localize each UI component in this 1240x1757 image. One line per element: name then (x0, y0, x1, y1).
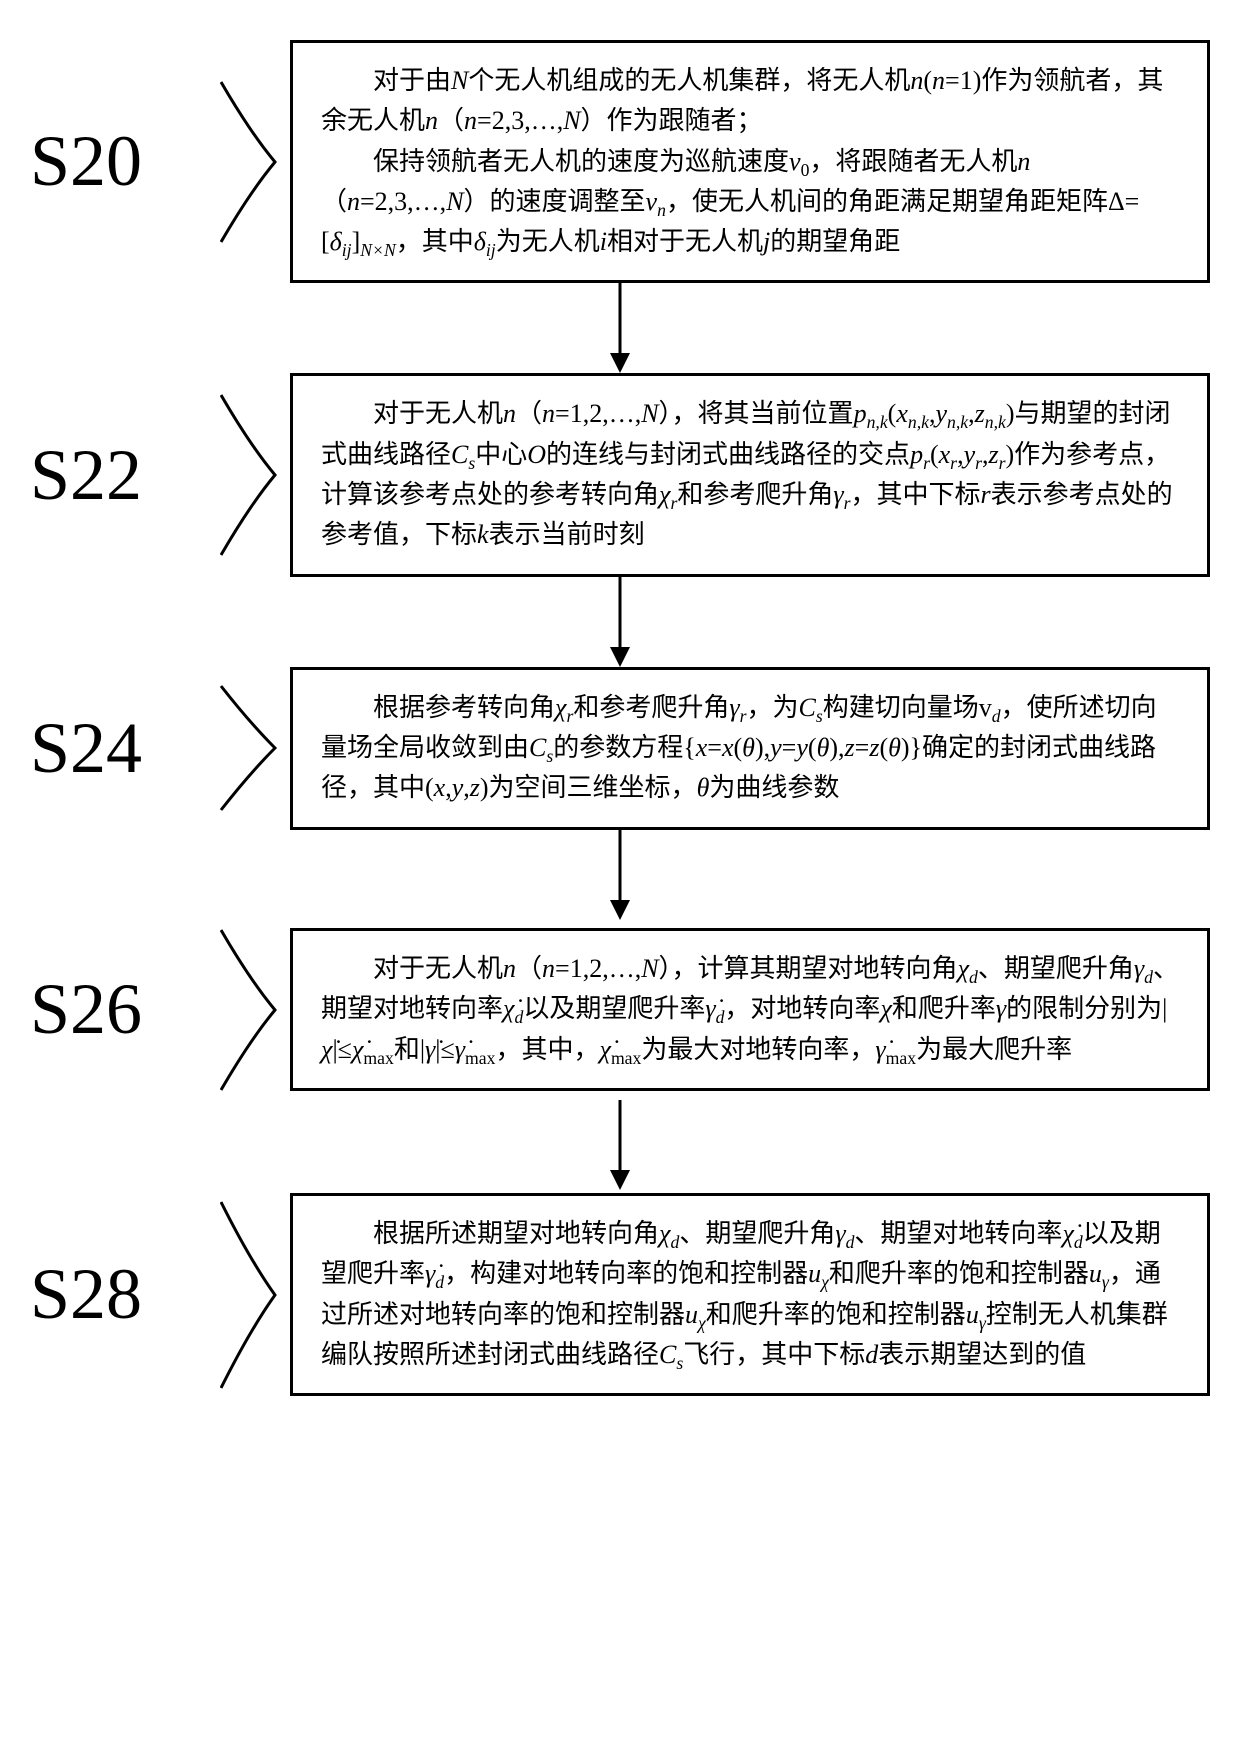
connector-curve (220, 1190, 280, 1400)
step-label: S28 (30, 1253, 210, 1336)
flow-diagram: S20 对于由N个无人机组成的无人机集群，将无人机n(n=1)作为领航者，其余无… (30, 40, 1210, 1400)
step-label: S20 (30, 120, 210, 203)
connector-curve (220, 920, 280, 1100)
connector-curve (220, 385, 280, 565)
step-row: S24 根据参考转向角χr和参考爬升角γr，为Cs构建切向量场vd，使所述切向量… (30, 667, 1210, 830)
arrow-down (30, 830, 1210, 920)
connector-curve (220, 678, 280, 818)
step-box: 根据所述期望对地转向角χd、期望爬升角γd、期望对地转向率χ̇d以及期望爬升率γ… (290, 1193, 1210, 1396)
step-row: S22 对于无人机n（n=1,2,…,N），将其当前位置pn,k(xn,k,yn… (30, 373, 1210, 576)
step-box: 对于无人机n（n=1,2,…,N），将其当前位置pn,k(xn,k,yn,k,z… (290, 373, 1210, 576)
connector-curve (220, 72, 280, 252)
step-row: S26 对于无人机n（n=1,2,…,N），计算其期望对地转向角χd、期望爬升角… (30, 920, 1210, 1100)
step-label: S24 (30, 707, 210, 790)
step-box: 根据参考转向角χr和参考爬升角γr，为Cs构建切向量场vd，使所述切向量场全局收… (290, 667, 1210, 830)
step-label: S22 (30, 434, 210, 517)
step-box: 对于由N个无人机组成的无人机集群，将无人机n(n=1)作为领航者，其余无人机n（… (290, 40, 1210, 283)
arrow-down (30, 577, 1210, 667)
arrow-down (30, 283, 1210, 373)
step-row: S28 根据所述期望对地转向角χd、期望爬升角γd、期望对地转向率χ̇d以及期望… (30, 1190, 1210, 1400)
arrow-down (30, 1100, 1210, 1190)
step-row: S20 对于由N个无人机组成的无人机集群，将无人机n(n=1)作为领航者，其余无… (30, 40, 1210, 283)
step-label: S26 (30, 968, 210, 1051)
step-box: 对于无人机n（n=1,2,…,N），计算其期望对地转向角χd、期望爬升角γd、期… (290, 928, 1210, 1091)
